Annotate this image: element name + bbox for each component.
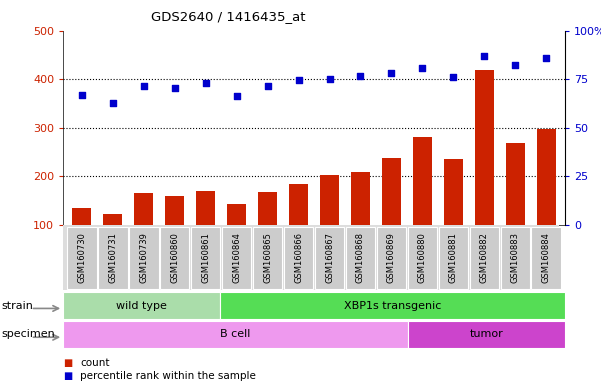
FancyBboxPatch shape: [98, 227, 127, 289]
Bar: [258, 192, 277, 273]
Point: [294, 77, 304, 83]
Text: GSM160868: GSM160868: [356, 232, 365, 283]
Bar: [63, 321, 408, 348]
Text: wild type: wild type: [116, 301, 167, 311]
Point: [263, 83, 272, 89]
FancyBboxPatch shape: [346, 227, 376, 289]
Point: [201, 80, 210, 86]
Point: [356, 73, 365, 79]
Bar: [382, 158, 401, 273]
Text: GSM160867: GSM160867: [325, 232, 334, 283]
Bar: [227, 204, 246, 273]
Text: GSM160882: GSM160882: [480, 232, 489, 283]
Bar: [103, 214, 122, 273]
Point: [232, 93, 242, 99]
FancyBboxPatch shape: [501, 227, 530, 289]
Point: [418, 65, 427, 71]
Bar: [475, 71, 493, 273]
Bar: [351, 172, 370, 273]
Text: GSM160739: GSM160739: [139, 232, 148, 283]
Bar: [537, 129, 556, 273]
Text: GSM160880: GSM160880: [418, 232, 427, 283]
Text: GSM160864: GSM160864: [232, 232, 241, 283]
Text: B cell: B cell: [221, 329, 251, 339]
FancyBboxPatch shape: [407, 227, 438, 289]
Text: GSM160866: GSM160866: [294, 232, 303, 283]
Text: XBP1s transgenic: XBP1s transgenic: [344, 301, 441, 311]
FancyBboxPatch shape: [129, 227, 159, 289]
Text: GSM160881: GSM160881: [449, 232, 458, 283]
Text: GSM160731: GSM160731: [108, 232, 117, 283]
FancyBboxPatch shape: [377, 227, 406, 289]
Point: [480, 53, 489, 60]
Text: specimen: specimen: [1, 329, 55, 339]
Point: [511, 61, 520, 68]
Point: [542, 55, 551, 61]
Text: GSM160730: GSM160730: [77, 232, 86, 283]
Text: GDS2640 / 1416435_at: GDS2640 / 1416435_at: [151, 10, 306, 23]
Bar: [320, 175, 339, 273]
Text: GSM160883: GSM160883: [511, 232, 520, 283]
Text: ■: ■: [63, 358, 72, 368]
FancyBboxPatch shape: [284, 227, 313, 289]
Bar: [289, 184, 308, 273]
Bar: [63, 292, 220, 319]
FancyBboxPatch shape: [67, 227, 97, 289]
Bar: [135, 193, 153, 273]
FancyBboxPatch shape: [439, 227, 468, 289]
Point: [139, 83, 148, 89]
FancyBboxPatch shape: [160, 227, 189, 289]
Text: GSM160869: GSM160869: [387, 232, 396, 283]
Text: GSM160861: GSM160861: [201, 232, 210, 283]
Bar: [506, 143, 525, 273]
Bar: [220, 292, 565, 319]
Bar: [165, 195, 184, 273]
Text: GSM160865: GSM160865: [263, 232, 272, 283]
Text: ■: ■: [63, 371, 72, 381]
FancyBboxPatch shape: [252, 227, 282, 289]
Point: [386, 70, 396, 76]
Bar: [408, 321, 565, 348]
Text: tumor: tumor: [469, 329, 504, 339]
Point: [77, 92, 87, 98]
FancyBboxPatch shape: [469, 227, 499, 289]
Bar: [197, 191, 215, 273]
Text: percentile rank within the sample: percentile rank within the sample: [80, 371, 256, 381]
Text: count: count: [80, 358, 109, 368]
Bar: [72, 208, 91, 273]
Text: GSM160860: GSM160860: [170, 232, 179, 283]
FancyBboxPatch shape: [315, 227, 344, 289]
Bar: [413, 137, 432, 273]
Point: [448, 74, 458, 80]
Point: [170, 85, 180, 91]
Point: [325, 76, 334, 82]
FancyBboxPatch shape: [191, 227, 221, 289]
Text: strain: strain: [1, 301, 33, 311]
Text: GSM160884: GSM160884: [542, 232, 551, 283]
FancyBboxPatch shape: [531, 227, 561, 289]
Point: [108, 100, 117, 106]
Bar: [444, 159, 463, 273]
FancyBboxPatch shape: [222, 227, 251, 289]
